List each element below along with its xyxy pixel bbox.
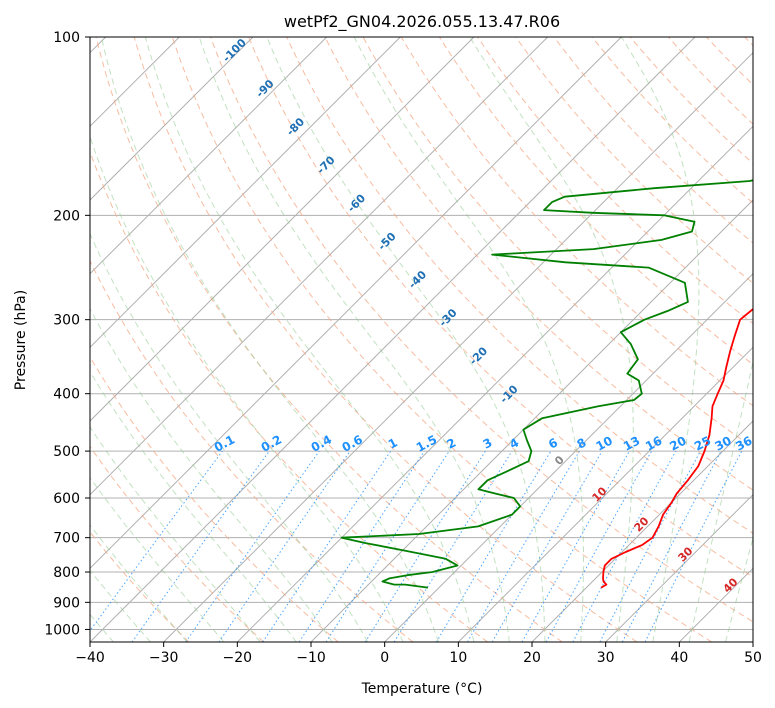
dry-adiabat-line xyxy=(95,37,563,642)
mixing-ratio-line xyxy=(572,450,677,642)
mixing-ratio-label: 25 xyxy=(692,433,713,453)
moist-adiabat-line xyxy=(353,37,584,642)
mixing-ratio-label: 20 xyxy=(667,433,688,453)
mixing-ratio-line xyxy=(131,450,270,642)
mixing-ratio-line xyxy=(644,450,743,642)
moist-adiabat-line xyxy=(100,37,439,642)
isotherm-line xyxy=(752,641,753,642)
dry-adiabat-line xyxy=(133,37,638,642)
x-tick-label: −30 xyxy=(149,650,179,666)
y-tick-label: 300 xyxy=(53,313,80,329)
mixing-ratio-line xyxy=(393,450,513,642)
mixing-ratio-line xyxy=(521,450,630,642)
isotherm-line xyxy=(457,346,753,642)
y-tick-label: 700 xyxy=(53,531,80,547)
moist-adiabat-line xyxy=(266,37,546,642)
dry-adiabat-line xyxy=(248,37,753,578)
y-tick-label: 1000 xyxy=(44,622,80,638)
x-tick-label: −10 xyxy=(296,650,326,666)
y-tick-label: 800 xyxy=(53,565,80,581)
dry-adiabat-line xyxy=(210,37,753,623)
y-tick-label: 100 xyxy=(53,30,80,46)
isotherm-line xyxy=(90,37,549,496)
moist-adiabat-line xyxy=(144,37,475,642)
y-tick-label: 400 xyxy=(53,387,80,403)
x-tick-label: 30 xyxy=(597,650,615,666)
plot-background xyxy=(90,37,753,642)
x-tick-label: 10 xyxy=(449,650,467,666)
moist-adiabat-line xyxy=(90,135,404,642)
moist-adiabat-line xyxy=(198,37,510,642)
isotherm-line xyxy=(90,37,254,201)
isotherm-line xyxy=(236,125,753,642)
moist-adiabat-line xyxy=(620,37,700,642)
moist-adiabat-line xyxy=(725,536,753,642)
y-axis-label: Pressure (hPa) xyxy=(13,290,29,390)
moist-adiabat-line xyxy=(90,307,333,642)
mixing-ratio-line xyxy=(90,450,223,632)
dewpoint-profile-line xyxy=(340,179,753,589)
moist-adiabat-line xyxy=(469,37,634,642)
mixing-ratio-line xyxy=(218,450,351,642)
mixing-ratio-label: 10 xyxy=(594,433,615,453)
dry-adiabat-line xyxy=(90,445,264,642)
mixing-ratio-line xyxy=(262,450,392,642)
moist-adiabat-line xyxy=(90,569,151,642)
isotherm-line xyxy=(384,272,753,642)
dry-adiabat-line xyxy=(286,37,753,534)
isotherm-line xyxy=(531,420,753,642)
moist-adiabat-line xyxy=(90,524,188,642)
moist-adiabat-line xyxy=(90,232,369,642)
mixing-ratio-label: 16 xyxy=(643,433,664,453)
mixing-ratio-line xyxy=(325,450,450,642)
y-tick-label: 600 xyxy=(53,491,80,507)
x-axis-label: Temperature (°C) xyxy=(361,681,483,697)
moist-adiabat-line xyxy=(0,37,76,642)
moist-adiabat-line xyxy=(90,426,261,642)
mixing-ratio-label: 30 xyxy=(712,433,733,453)
x-tick-label: 20 xyxy=(523,650,541,666)
x-tick-label: −40 xyxy=(75,650,105,666)
isotherm-line xyxy=(90,37,328,275)
x-tick-label: 40 xyxy=(670,650,688,666)
dry-adiabat-line xyxy=(515,37,753,284)
mixing-ratio-line xyxy=(298,450,425,642)
y-tick-label: 500 xyxy=(53,444,80,460)
isotherm-line xyxy=(605,493,753,642)
x-tick-label: −20 xyxy=(223,650,253,666)
mixing-ratio-line xyxy=(185,450,320,642)
dry-adiabat-line xyxy=(324,37,753,491)
isotherm-line xyxy=(90,37,475,422)
chart-title: wetPf2_GN04.2026.055.13.47.R06 xyxy=(284,12,560,32)
y-tick-label: 900 xyxy=(53,595,80,611)
isotherm-line xyxy=(90,37,401,349)
isotherm-line xyxy=(90,37,696,642)
moist-adiabat-line xyxy=(90,476,225,642)
isotherm-line xyxy=(163,51,753,642)
mixing-ratio-line xyxy=(545,450,653,642)
dry-adiabat-line xyxy=(90,356,339,642)
mixing-ratio-label: 36 xyxy=(733,433,754,453)
dry-adiabat-line xyxy=(171,37,712,642)
x-tick-label: 0 xyxy=(380,650,389,666)
moist-adiabat-line xyxy=(90,370,297,642)
moist-adiabat-line xyxy=(688,359,753,642)
temperature-profile-line xyxy=(600,307,753,589)
dry-adiabat-line xyxy=(90,259,414,642)
x-tick-label: 50 xyxy=(744,650,762,666)
y-tick-label: 200 xyxy=(53,208,80,224)
isotherm-line xyxy=(90,37,622,570)
plot-frame xyxy=(89,36,754,643)
mixing-ratio-label: 13 xyxy=(621,433,642,453)
